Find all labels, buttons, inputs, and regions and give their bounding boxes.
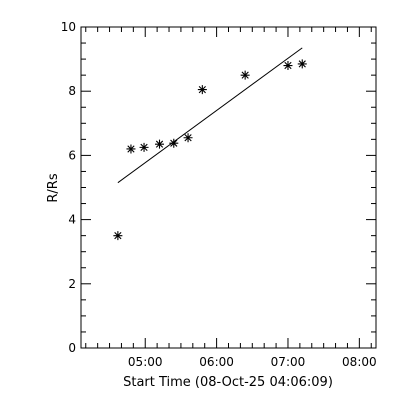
x-tick-label: 07:00 — [271, 355, 306, 369]
data-point — [297, 59, 307, 69]
data-point — [155, 139, 165, 149]
y-tick-label: 6 — [68, 148, 76, 162]
y-tick-label: 2 — [68, 277, 76, 291]
y-tick-label: 4 — [68, 213, 76, 227]
asterisk-marker — [297, 59, 307, 69]
asterisk-marker — [139, 142, 149, 152]
asterisk-marker — [126, 144, 136, 154]
y-axis-label: R/Rs — [46, 173, 61, 202]
y-axis-ticks: 0 2 4 6 8 10 — [61, 20, 376, 355]
data-point — [139, 142, 149, 152]
asterisk-marker — [155, 139, 165, 149]
data-point — [169, 138, 179, 148]
data-point — [113, 231, 123, 241]
data-point — [197, 85, 207, 95]
asterisk-marker — [197, 85, 207, 95]
x-tick-label: 05:00 — [128, 355, 163, 369]
x-axis-label: Start Time (08-Oct-25 04:06:09) — [123, 375, 333, 390]
asterisk-marker — [240, 70, 250, 80]
data-point — [283, 61, 293, 71]
data-point — [126, 144, 136, 154]
asterisk-marker — [113, 231, 123, 241]
data-points — [113, 59, 307, 241]
y-tick-label: 10 — [61, 20, 76, 34]
data-point — [183, 133, 193, 143]
plot-frame — [80, 26, 377, 349]
x-tick-label: 08:00 — [342, 355, 377, 369]
y-tick-label: 8 — [68, 84, 76, 98]
y-tick-label: 0 — [68, 341, 76, 355]
asterisk-marker — [169, 138, 179, 148]
asterisk-marker — [283, 61, 293, 71]
fit-line-group — [117, 47, 303, 184]
asterisk-marker — [183, 133, 193, 143]
x-axis-ticks: 05:00 06:00 07:00 08:00 — [85, 27, 377, 369]
x-tick-label: 06:00 — [199, 355, 234, 369]
data-point — [240, 70, 250, 80]
fit-line — [117, 47, 303, 184]
